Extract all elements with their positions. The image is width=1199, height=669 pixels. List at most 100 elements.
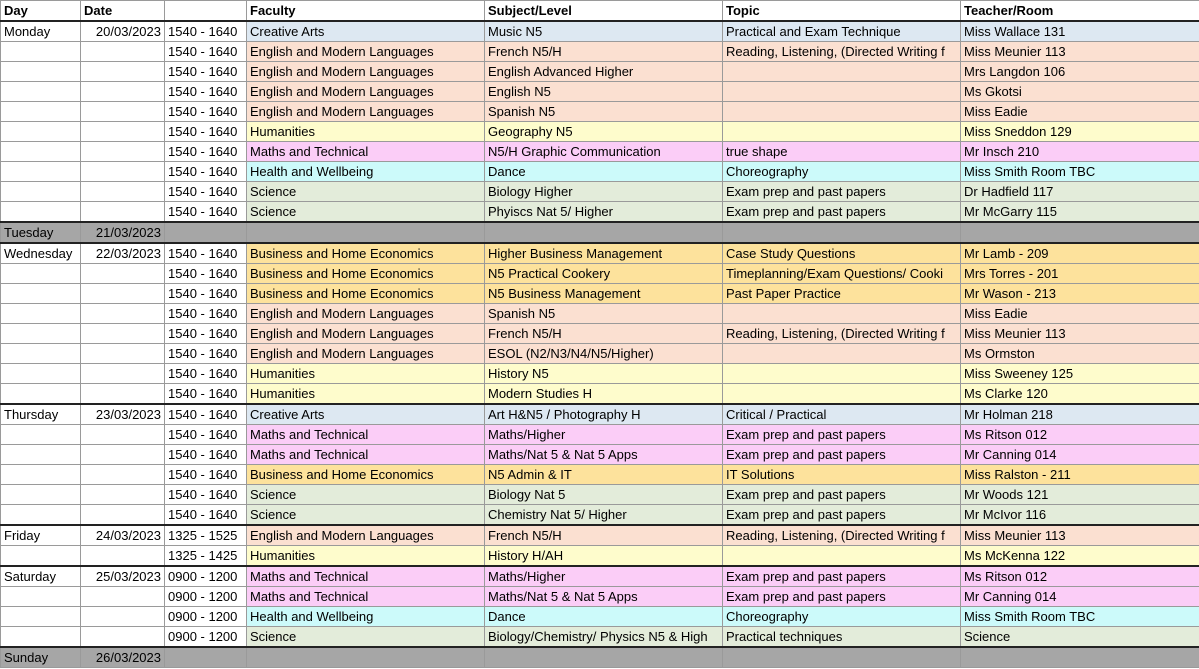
header-day[interactable]: Day	[0, 0, 81, 22]
teacher-cell[interactable]: Mrs Torres - 201	[960, 263, 1199, 284]
date-cell[interactable]: 25/03/2023	[80, 565, 165, 587]
day-cell[interactable]	[0, 464, 81, 485]
topic-cell[interactable]: Case Study Questions	[722, 242, 961, 264]
faculty-cell[interactable]: English and Modern Languages	[246, 524, 485, 546]
date-cell[interactable]	[80, 464, 165, 485]
faculty-cell[interactable]: Maths and Technical	[246, 424, 485, 445]
date-cell[interactable]	[80, 201, 165, 223]
teacher-cell[interactable]: Miss Meunier 113	[960, 41, 1199, 62]
time-cell[interactable]: 1540 - 1640	[164, 181, 247, 202]
subject-cell[interactable]: Dance	[484, 161, 723, 182]
date-cell[interactable]	[80, 444, 165, 465]
time-cell[interactable]: 1540 - 1640	[164, 363, 247, 384]
time-cell[interactable]: 1540 - 1640	[164, 283, 247, 304]
day-cell[interactable]: Sunday	[0, 646, 81, 668]
teacher-cell[interactable]: Miss Smith Room TBC	[960, 606, 1199, 627]
subject-cell[interactable]: Biology Nat 5	[484, 484, 723, 505]
time-cell[interactable]: 1540 - 1640	[164, 121, 247, 142]
time-cell[interactable]: 1540 - 1640	[164, 484, 247, 505]
date-cell[interactable]	[80, 504, 165, 526]
date-cell[interactable]	[80, 424, 165, 445]
topic-cell[interactable]: Past Paper Practice	[722, 283, 961, 304]
topic-cell[interactable]: Practical and Exam Technique	[722, 20, 961, 42]
day-cell[interactable]	[0, 343, 81, 364]
teacher-cell[interactable]: Mrs Langdon 106	[960, 61, 1199, 82]
subject-cell[interactable]: N5 Practical Cookery	[484, 263, 723, 284]
time-cell[interactable]: 1540 - 1640	[164, 201, 247, 223]
time-cell[interactable]	[164, 221, 247, 244]
date-cell[interactable]	[80, 161, 165, 182]
day-cell[interactable]	[0, 626, 81, 648]
day-cell[interactable]	[0, 444, 81, 465]
time-cell[interactable]: 1540 - 1640	[164, 383, 247, 405]
teacher-cell[interactable]: Ms Clarke 120	[960, 383, 1199, 405]
topic-cell[interactable]: Exam prep and past papers	[722, 586, 961, 607]
date-cell[interactable]: 22/03/2023	[80, 242, 165, 264]
faculty-cell[interactable]: Science	[246, 626, 485, 648]
date-cell[interactable]	[80, 323, 165, 344]
subject-cell[interactable]: N5 Business Management	[484, 283, 723, 304]
subject-cell[interactable]: N5/H Graphic Communication	[484, 141, 723, 162]
teacher-cell[interactable]: Mr McGarry 115	[960, 201, 1199, 223]
faculty-cell[interactable]: Science	[246, 484, 485, 505]
date-cell[interactable]: 26/03/2023	[80, 646, 165, 668]
faculty-cell[interactable]: Creative Arts	[246, 403, 485, 425]
date-cell[interactable]	[80, 101, 165, 122]
day-cell[interactable]	[0, 323, 81, 344]
date-cell[interactable]	[80, 41, 165, 62]
subject-cell[interactable]: English N5	[484, 81, 723, 102]
subject-cell[interactable]: Higher Business Management	[484, 242, 723, 264]
teacher-cell[interactable]: Mr Canning 014	[960, 586, 1199, 607]
header-faculty[interactable]: Faculty	[246, 0, 485, 22]
time-cell[interactable]: 1540 - 1640	[164, 303, 247, 324]
teacher-cell[interactable]: Ms Gkotsi	[960, 81, 1199, 102]
time-cell[interactable]: 0900 - 1200	[164, 565, 247, 587]
topic-cell[interactable]: Critical / Practical	[722, 403, 961, 425]
date-cell[interactable]	[80, 586, 165, 607]
topic-cell[interactable]: Exam prep and past papers	[722, 504, 961, 526]
teacher-cell[interactable]: Mr Canning 014	[960, 444, 1199, 465]
topic-cell[interactable]: Exam prep and past papers	[722, 484, 961, 505]
topic-cell[interactable]: Choreography	[722, 606, 961, 627]
teacher-cell[interactable]: Mr Woods 121	[960, 484, 1199, 505]
date-cell[interactable]: 20/03/2023	[80, 20, 165, 42]
topic-cell[interactable]	[722, 221, 961, 244]
time-cell[interactable]: 1540 - 1640	[164, 20, 247, 42]
time-cell[interactable]: 1540 - 1640	[164, 464, 247, 485]
topic-cell[interactable]: IT Solutions	[722, 464, 961, 485]
day-cell[interactable]	[0, 201, 81, 223]
time-cell[interactable]: 1540 - 1640	[164, 101, 247, 122]
faculty-cell[interactable]: Business and Home Economics	[246, 263, 485, 284]
date-cell[interactable]	[80, 606, 165, 627]
faculty-cell[interactable]: English and Modern Languages	[246, 41, 485, 62]
faculty-cell[interactable]: Business and Home Economics	[246, 283, 485, 304]
subject-cell[interactable]: Biology Higher	[484, 181, 723, 202]
day-cell[interactable]	[0, 81, 81, 102]
day-cell[interactable]	[0, 101, 81, 122]
day-cell[interactable]	[0, 121, 81, 142]
teacher-cell[interactable]: Miss Sweeney 125	[960, 363, 1199, 384]
subject-cell[interactable]	[484, 221, 723, 244]
header-topic[interactable]: Topic	[722, 0, 961, 22]
day-cell[interactable]	[0, 161, 81, 182]
subject-cell[interactable]: Dance	[484, 606, 723, 627]
topic-cell[interactable]: Exam prep and past papers	[722, 565, 961, 587]
topic-cell[interactable]	[722, 81, 961, 102]
topic-cell[interactable]: Exam prep and past papers	[722, 181, 961, 202]
faculty-cell[interactable]	[246, 221, 485, 244]
teacher-cell[interactable]: Mr Holman 218	[960, 403, 1199, 425]
faculty-cell[interactable]: English and Modern Languages	[246, 343, 485, 364]
time-cell[interactable]: 1540 - 1640	[164, 41, 247, 62]
teacher-cell[interactable]: Miss Smith Room TBC	[960, 161, 1199, 182]
faculty-cell[interactable]: Maths and Technical	[246, 565, 485, 587]
teacher-cell[interactable]: Miss Sneddon 129	[960, 121, 1199, 142]
day-cell[interactable]	[0, 586, 81, 607]
topic-cell[interactable]	[722, 343, 961, 364]
time-cell[interactable]	[164, 646, 247, 668]
time-cell[interactable]: 1325 - 1425	[164, 545, 247, 567]
header-teacher[interactable]: Teacher/Room	[960, 0, 1199, 22]
subject-cell[interactable]: Maths/Nat 5 & Nat 5 Apps	[484, 444, 723, 465]
faculty-cell[interactable]: Health and Wellbeing	[246, 161, 485, 182]
day-cell[interactable]: Thursday	[0, 403, 81, 425]
date-cell[interactable]: 24/03/2023	[80, 524, 165, 546]
